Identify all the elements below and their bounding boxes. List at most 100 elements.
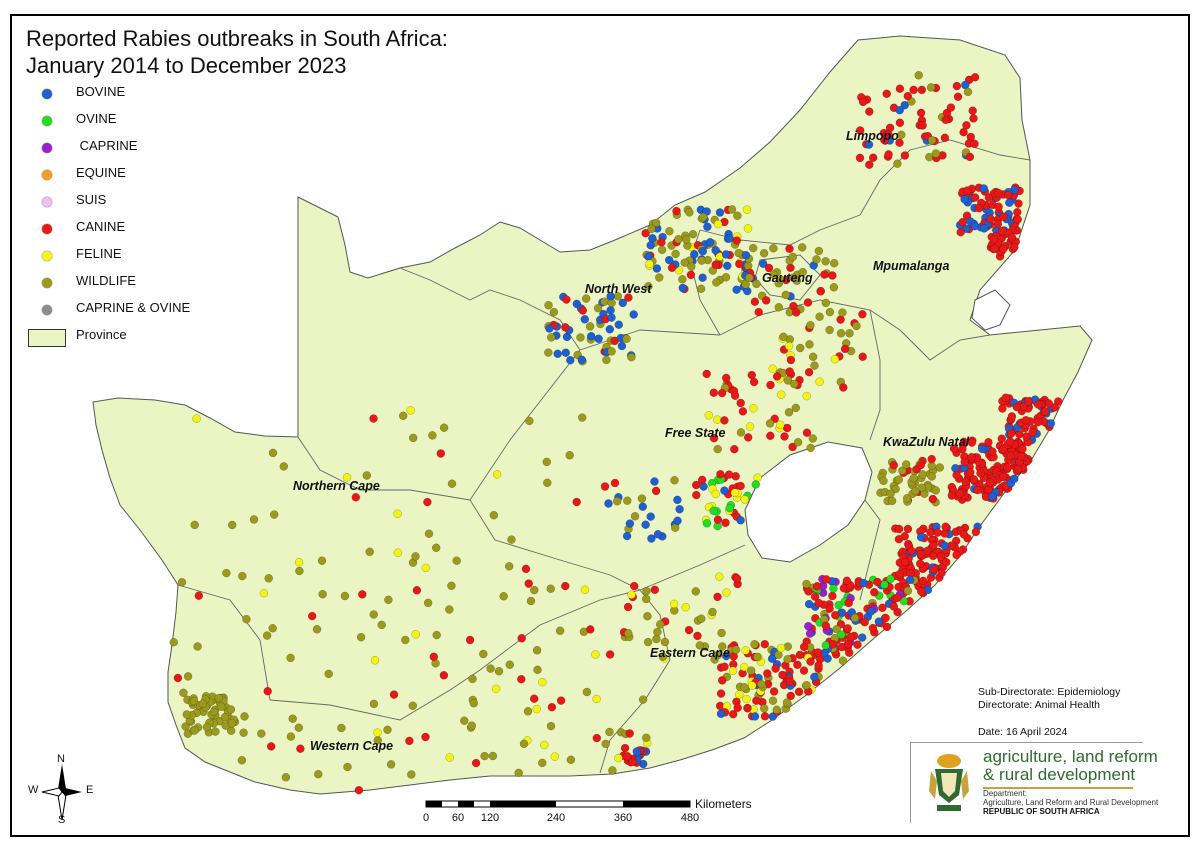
outbreak-point bbox=[973, 485, 982, 495]
north-arrow-icon bbox=[41, 764, 82, 821]
outbreak-point bbox=[525, 416, 534, 426]
outbreak-point bbox=[238, 571, 247, 581]
outbreak-point bbox=[953, 92, 963, 102]
outbreak-point bbox=[667, 263, 677, 273]
outbreak-point bbox=[670, 476, 679, 485]
outbreak-point bbox=[675, 504, 684, 514]
outbreak-point bbox=[741, 280, 750, 289]
outbreak-point bbox=[601, 739, 610, 749]
outbreak-point bbox=[723, 261, 732, 271]
outbreak-point bbox=[742, 205, 752, 214]
outbreak-point bbox=[799, 642, 809, 652]
outbreak-point bbox=[882, 89, 891, 99]
outbreak-point bbox=[608, 766, 617, 775]
outbreak-point bbox=[894, 524, 904, 534]
outbreak-point bbox=[857, 633, 867, 642]
outbreak-point bbox=[713, 444, 722, 454]
credits-directorate: Directorate: Animal Health bbox=[978, 699, 1100, 711]
outbreak-point bbox=[465, 635, 475, 645]
outbreak-point bbox=[864, 140, 874, 149]
outbreak-point bbox=[687, 262, 696, 271]
outbreak-point bbox=[782, 423, 792, 433]
outbreak-point bbox=[777, 390, 786, 399]
outbreak-point bbox=[542, 457, 552, 467]
outbreak-point bbox=[997, 434, 1007, 443]
outbreak-point bbox=[971, 527, 981, 537]
outbreak-point bbox=[581, 294, 591, 303]
outbreak-point bbox=[725, 234, 734, 243]
outbreak-point bbox=[264, 574, 273, 583]
outbreak-point bbox=[879, 476, 888, 486]
outbreak-point bbox=[999, 244, 1008, 254]
outbreak-point bbox=[969, 475, 979, 484]
outbreak-point bbox=[629, 310, 638, 319]
outbreak-point bbox=[549, 307, 559, 317]
outbreak-point bbox=[805, 629, 815, 638]
outbreak-point bbox=[711, 246, 720, 255]
outbreak-point bbox=[1007, 232, 1017, 242]
outbreak-point bbox=[629, 581, 639, 591]
outbreak-point bbox=[942, 557, 951, 567]
outbreak-points bbox=[169, 71, 1063, 795]
outbreak-point bbox=[746, 666, 756, 675]
outbreak-point bbox=[545, 324, 554, 333]
outbreak-point bbox=[914, 71, 923, 80]
outbreak-point bbox=[736, 398, 745, 408]
legend-label-feline: FELINE bbox=[76, 246, 122, 261]
outbreak-point bbox=[720, 486, 729, 495]
outbreak-point bbox=[544, 300, 553, 310]
scale-tick-240: 240 bbox=[546, 812, 566, 824]
outbreak-point bbox=[716, 469, 725, 479]
outbreak-point bbox=[813, 648, 823, 657]
outbreak-point bbox=[602, 355, 611, 365]
outbreak-point bbox=[1024, 397, 1033, 406]
legend-label-suis: SUIS bbox=[76, 192, 107, 207]
outbreak-point bbox=[262, 631, 272, 640]
outbreak-point bbox=[354, 785, 364, 795]
outbreak-point bbox=[795, 343, 805, 353]
outbreak-point bbox=[673, 516, 682, 526]
outbreak-point bbox=[540, 740, 549, 750]
outbreak-point bbox=[517, 674, 526, 684]
compass-w: W bbox=[28, 784, 39, 796]
outbreak-point bbox=[471, 758, 481, 768]
province-label-mpumalanga: Mpumalanga bbox=[873, 259, 949, 273]
outbreak-point bbox=[946, 103, 956, 112]
logo-country: REPUBLIC OF SOUTH AFRICA bbox=[983, 807, 1100, 816]
outbreak-point bbox=[652, 264, 662, 273]
outbreak-point bbox=[712, 278, 721, 287]
outbreak-point bbox=[638, 695, 648, 704]
outbreak-point bbox=[227, 520, 237, 530]
outbreak-point bbox=[895, 138, 904, 147]
outbreak-point bbox=[897, 130, 906, 140]
logo-dept-label: Department: bbox=[983, 789, 1028, 798]
outbreak-point bbox=[239, 728, 248, 737]
outbreak-point bbox=[990, 244, 1000, 253]
outbreak-point bbox=[468, 674, 477, 684]
outbreak-point bbox=[949, 444, 959, 453]
outbreak-point bbox=[736, 481, 745, 491]
outbreak-point bbox=[799, 666, 809, 675]
outbreak-point bbox=[937, 568, 946, 578]
outbreak-point bbox=[735, 259, 744, 269]
outbreak-point bbox=[967, 452, 976, 462]
outbreak-point bbox=[830, 354, 840, 364]
legend-swatch-equine bbox=[42, 170, 52, 180]
map-frame bbox=[10, 14, 1190, 837]
outbreak-point bbox=[713, 415, 722, 424]
outbreak-point bbox=[486, 664, 495, 673]
scale-tick-0: 0 bbox=[422, 812, 430, 824]
logo-text-line2: & rural development bbox=[983, 765, 1136, 784]
outbreak-point bbox=[708, 607, 717, 617]
outbreak-point bbox=[814, 598, 824, 608]
legend-label-canine: CANINE bbox=[76, 219, 126, 234]
outbreak-point bbox=[214, 693, 223, 703]
outbreak-point bbox=[530, 585, 539, 595]
outbreak-point bbox=[406, 406, 415, 415]
outbreak-point bbox=[431, 543, 441, 553]
outbreak-point bbox=[742, 694, 751, 704]
outbreak-point bbox=[757, 679, 766, 689]
outbreak-point bbox=[734, 248, 743, 258]
outbreak-point bbox=[237, 756, 247, 765]
outbreak-point bbox=[832, 624, 841, 634]
